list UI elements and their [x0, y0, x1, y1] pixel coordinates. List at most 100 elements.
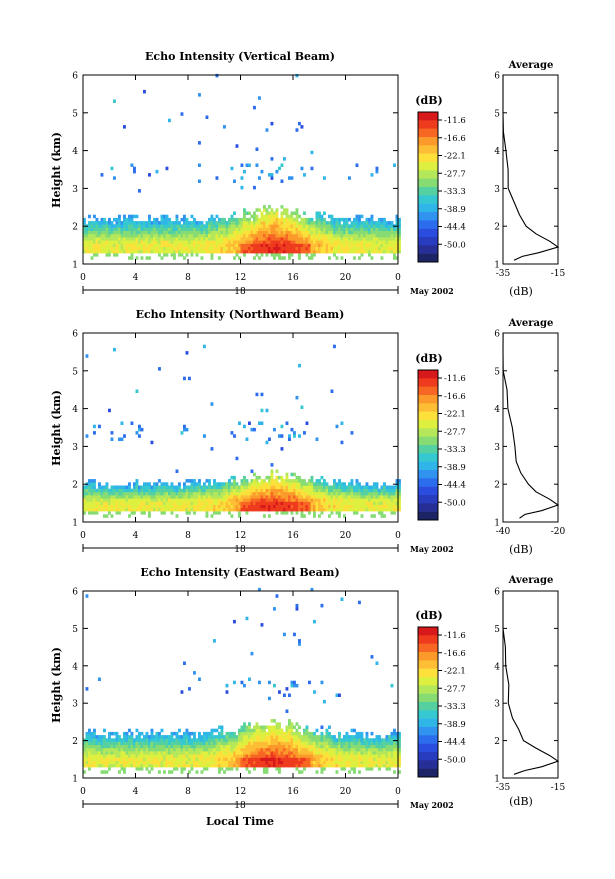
- heatmap-cell: [308, 747, 311, 752]
- heatmap-cell: [243, 498, 246, 502]
- heatmap-cell: [223, 249, 226, 254]
- heatmap-cell: [223, 224, 226, 228]
- heatmap-cell: [190, 738, 194, 742]
- heatmap-cell: [263, 763, 266, 768]
- heatmap-cell: [135, 485, 139, 489]
- heatmap-cell: [130, 741, 134, 745]
- heatmap-cell: [175, 488, 179, 493]
- heatmap-cell: [275, 208, 279, 212]
- heatmap-cell: [323, 760, 326, 765]
- heatmap-cell: [308, 501, 311, 505]
- avg-ytick-label: 5: [494, 625, 500, 635]
- heatmap-cell: [165, 747, 169, 752]
- colorbar-tick-label: -33.3: [444, 702, 466, 712]
- heatmap-cell: [328, 498, 331, 502]
- heatmap-cell: [130, 735, 134, 739]
- heatmap-cell: [358, 230, 361, 235]
- heatmap-cell: [195, 224, 199, 228]
- heatmap-cell: [158, 744, 161, 749]
- heatmap-cell: [258, 233, 261, 238]
- heatmap-cell: [243, 233, 246, 238]
- heatmap-cell: [313, 754, 316, 758]
- heatmap-cell: [398, 233, 401, 238]
- ytick-label: 2: [72, 223, 78, 233]
- heatmap-cell: [255, 208, 259, 212]
- heatmap-cell: [128, 227, 131, 231]
- heatmap-cell: [315, 437, 319, 441]
- heatmap-cell: [338, 224, 341, 228]
- heatmap-cell: [115, 763, 119, 768]
- heatmap-cell: [263, 243, 266, 247]
- heatmap-cell: [395, 237, 399, 241]
- heatmap-cell: [283, 230, 286, 235]
- heatmap-cell: [355, 747, 359, 752]
- heatmap-cell: [295, 230, 299, 235]
- heatmap-cell: [83, 485, 86, 489]
- heatmap-cell: [260, 760, 264, 765]
- heatmap-cell: [385, 507, 389, 512]
- heatmap-cell: [238, 421, 241, 425]
- heatmap-cell: [348, 237, 351, 241]
- heatmap-cell: [235, 456, 239, 461]
- heatmap-cell: [295, 607, 299, 611]
- heatmap-cell: [140, 227, 144, 231]
- heatmap-cell: [353, 728, 356, 733]
- heatmap-cell: [285, 741, 289, 745]
- heatmap-cell: [188, 731, 191, 736]
- heatmap-cell: [355, 214, 359, 219]
- heatmap-cell: [163, 249, 166, 254]
- heatmap-cell: [208, 482, 211, 486]
- heatmap-cell: [203, 751, 206, 755]
- heatmap-cell: [338, 249, 341, 254]
- heatmap-cell: [333, 237, 336, 241]
- heatmap-cell: [108, 731, 111, 736]
- heatmap-cell: [348, 504, 351, 509]
- heatmap-cell: [333, 233, 336, 238]
- heatmap-cell: [350, 233, 354, 238]
- heatmap-cell: [288, 217, 291, 222]
- heatmap-cell: [268, 696, 271, 701]
- heatmap-cell: [140, 237, 144, 241]
- heatmap-cell: [138, 731, 141, 736]
- heatmap-cell: [378, 747, 381, 752]
- heatmap-cell: [198, 249, 201, 254]
- heatmap-cell: [328, 760, 331, 765]
- heatmap-cell: [193, 217, 196, 222]
- heatmap-cell: [343, 233, 346, 238]
- heatmap-cell: [290, 738, 294, 742]
- heatmap-cell: [210, 514, 214, 518]
- heatmap-cell: [350, 735, 354, 739]
- heatmap-cell: [258, 249, 261, 254]
- heatmap-cell: [360, 224, 364, 228]
- heatmap-cell: [318, 498, 321, 502]
- heatmap-cell: [203, 507, 206, 512]
- heatmap-cell: [353, 760, 356, 765]
- heatmap-cell: [148, 498, 151, 502]
- heatmap-cell: [335, 233, 339, 238]
- colorbar-tick-label: -16.6: [444, 134, 466, 144]
- heatmap-cell: [398, 240, 401, 244]
- heatmap-cell: [178, 485, 181, 489]
- heatmap-cell: [340, 754, 344, 758]
- heatmap-cell: [300, 237, 304, 241]
- heatmap-cell: [223, 757, 226, 761]
- heatmap-cell: [95, 744, 99, 749]
- heatmap-cell: [268, 747, 271, 752]
- heatmap-cell: [180, 738, 184, 742]
- heatmap-cell: [323, 176, 326, 180]
- heatmap-cell: [270, 237, 274, 241]
- heatmap-cell: [158, 498, 161, 502]
- heatmap-cell: [288, 744, 291, 749]
- heatmap-cell: [160, 243, 164, 247]
- heatmap-cell: [373, 488, 376, 493]
- heatmap-cell: [105, 488, 109, 493]
- heatmap-cell: [160, 751, 164, 755]
- heatmap-cell: [325, 738, 329, 742]
- heatmap-cell: [375, 166, 379, 171]
- heatmap-cell: [115, 488, 119, 493]
- heatmap-cell: [113, 757, 116, 761]
- heatmap-cell: [388, 227, 391, 231]
- heatmap-cell: [193, 479, 196, 483]
- heatmap-cell: [148, 501, 151, 505]
- heatmap-cell: [145, 744, 149, 749]
